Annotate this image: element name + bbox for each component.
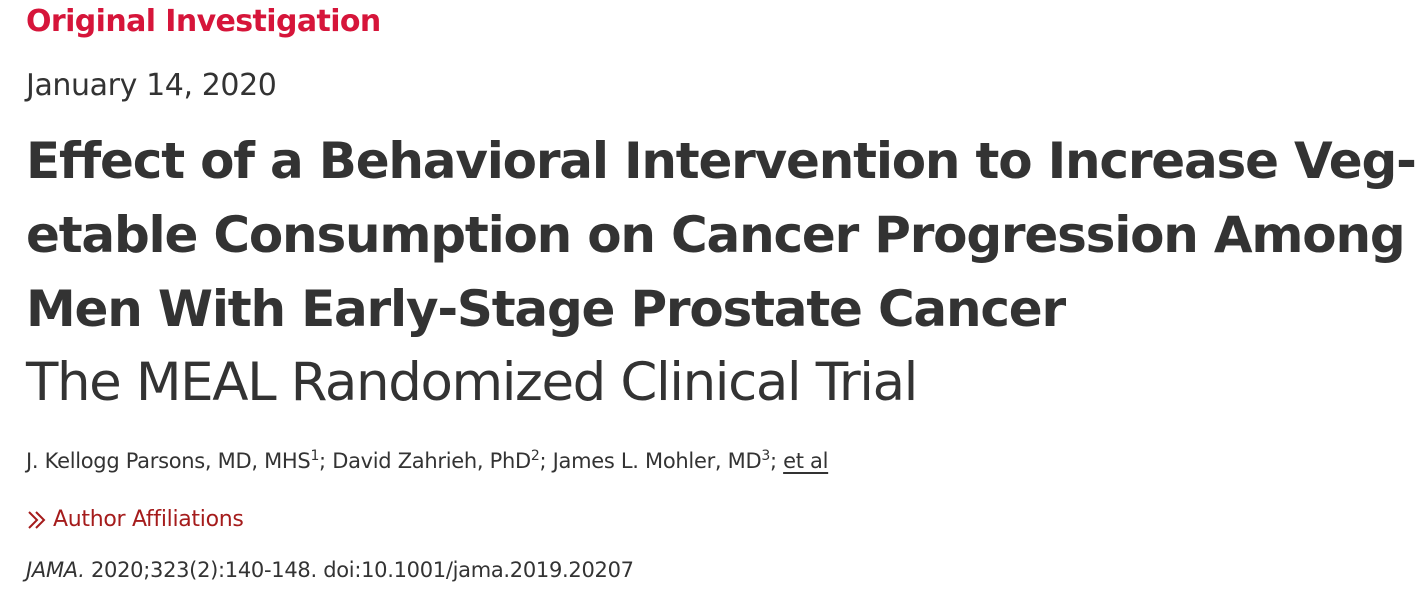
title-line: Effect of a Behavioral Intervention to I… (26, 132, 1417, 190)
author-separator: ; (769, 449, 784, 473)
double-chevron-right-icon (26, 509, 48, 531)
affiliation-ref: 2 (530, 448, 540, 464)
author-separator: ; (539, 449, 553, 473)
author-name: J. Kellogg Parsons, MD, MHS (26, 449, 311, 473)
journal-name: JAMA. (26, 558, 85, 582)
article-header: Original Investigation January 14, 2020 … (26, 0, 1418, 604)
author-name: James L. Mohler, MD (552, 449, 762, 473)
author-affiliations-toggle[interactable]: Author Affiliations (26, 507, 244, 532)
author-name: David Zahrieh, PhD (332, 449, 531, 473)
author-list: J. Kellogg Parsons, MD, MHS1; David Zahr… (26, 449, 828, 473)
title-line: etable Consumption on Cancer Progression… (26, 206, 1406, 264)
article-subtitle: The MEAL Randomized Clinical Trial (26, 352, 918, 413)
publication-date: January 14, 2020 (26, 68, 277, 103)
citation: JAMA. 2020;323(2):140-148. doi:10.1001/j… (26, 558, 634, 582)
affiliation-ref: 1 (310, 448, 320, 464)
article-title: Effect of a Behavioral Intervention to I… (26, 124, 1417, 420)
author-affiliations-label: Author Affiliations (53, 507, 244, 532)
author-separator: ; (319, 449, 333, 473)
affiliation-ref: 3 (761, 448, 770, 464)
title-line: Men With Early-Stage Prostate Cancer (26, 280, 1066, 338)
et-al-link[interactable]: et al (783, 449, 829, 473)
citation-details: 2020;323(2):140-148. doi:10.1001/jama.20… (84, 558, 634, 582)
article-type-label: Original Investigation (26, 4, 381, 39)
